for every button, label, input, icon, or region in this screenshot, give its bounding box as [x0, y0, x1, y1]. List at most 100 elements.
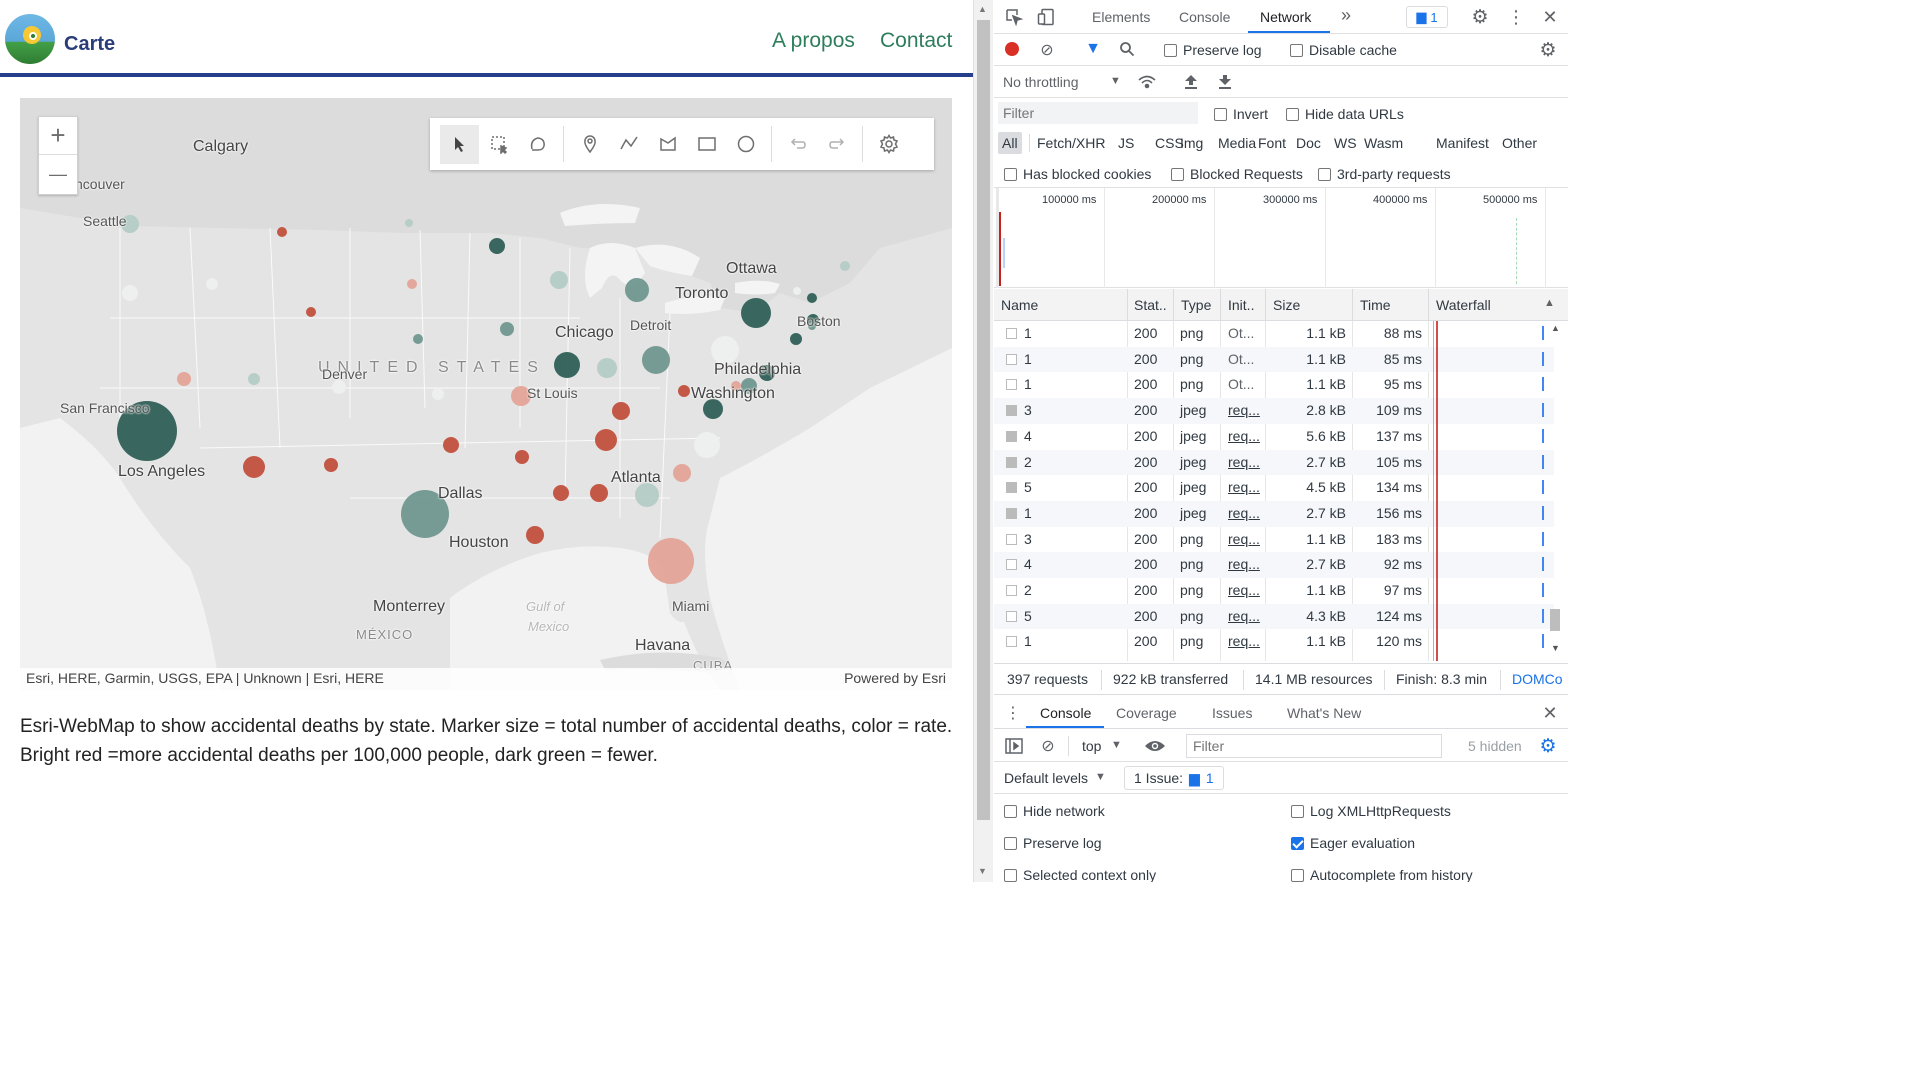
- powered-by-esri[interactable]: Powered by Esri: [844, 670, 946, 686]
- cell-init[interactable]: req...: [1228, 582, 1260, 598]
- clear-icon[interactable]: ⊘: [1040, 42, 1054, 59]
- state-marker[interactable]: [590, 484, 608, 502]
- state-marker[interactable]: [306, 307, 316, 317]
- disable-cache-checkbox[interactable]: Disable cache: [1290, 42, 1397, 58]
- throttling-select[interactable]: No throttling: [1003, 74, 1079, 90]
- state-marker[interactable]: [401, 490, 449, 538]
- throttling-dropdown-icon[interactable]: ▼: [1110, 75, 1121, 87]
- state-marker[interactable]: [117, 401, 177, 461]
- preserve-log-checkbox[interactable]: Preserve log: [1004, 835, 1102, 851]
- column-header-waterfall[interactable]: Waterfall: [1436, 297, 1491, 313]
- table-row[interactable]: 1 200 png Ot... 1.1 kB 95 ms: [994, 372, 1554, 398]
- column-header-stat-[interactable]: Stat..: [1134, 297, 1167, 313]
- state-marker[interactable]: [243, 456, 265, 478]
- state-marker[interactable]: [731, 381, 741, 391]
- state-marker[interactable]: [703, 399, 723, 419]
- redo-icon[interactable]: [817, 125, 856, 164]
- scrollbar-thumb[interactable]: [977, 20, 990, 820]
- cell-init[interactable]: req...: [1228, 427, 1260, 444]
- nav-link-apropos[interactable]: A propos: [772, 29, 855, 52]
- console-filter-input[interactable]: [1186, 734, 1442, 758]
- type-filter-fetch-xhr[interactable]: Fetch/XHR: [1037, 135, 1106, 151]
- blocked-requests-checkbox[interactable]: Blocked Requests: [1171, 166, 1303, 182]
- state-marker[interactable]: [840, 261, 850, 271]
- drawer-menu-icon[interactable]: ⋮: [1005, 705, 1021, 722]
- type-filter-all[interactable]: All: [998, 132, 1022, 154]
- table-row[interactable]: 2 200 jpeg req... 2.7 kB 105 ms: [994, 449, 1554, 476]
- tab-network[interactable]: Network: [1260, 9, 1312, 25]
- table-row[interactable]: 5 200 png req... 4.3 kB 124 ms: [994, 603, 1554, 630]
- scroll-up-icon[interactable]: ▲: [978, 4, 987, 14]
- state-marker[interactable]: [121, 215, 139, 233]
- cell-init[interactable]: req...: [1228, 402, 1260, 419]
- settings-gear-icon[interactable]: [869, 125, 908, 164]
- state-marker[interactable]: [673, 464, 691, 482]
- scroll-down-icon[interactable]: ▼: [978, 866, 987, 876]
- column-header-size[interactable]: Size: [1273, 297, 1301, 313]
- drawer-tab-coverage[interactable]: Coverage: [1116, 705, 1177, 721]
- state-marker[interactable]: [554, 352, 580, 378]
- drawer-tab-issues[interactable]: Issues: [1212, 705, 1253, 721]
- attribution-sources[interactable]: Esri, HERE, Garmin, USGS, EPA | Unknown …: [26, 670, 384, 686]
- state-marker[interactable]: [711, 336, 739, 364]
- inspect-element-icon[interactable]: [1004, 7, 1024, 27]
- scroll-down-icon[interactable]: ▼: [1551, 643, 1560, 653]
- site-title[interactable]: Carte: [64, 33, 116, 55]
- record-icon[interactable]: [1005, 42, 1019, 56]
- select-pointer-icon[interactable]: [440, 124, 479, 164]
- levels-dropdown-icon[interactable]: ▼: [1095, 771, 1106, 783]
- table-row[interactable]: 1 200 png req... 1.1 kB 120 ms: [994, 629, 1554, 655]
- cell-init[interactable]: req...: [1228, 504, 1260, 521]
- kebab-menu-icon[interactable]: ⋮: [1507, 6, 1525, 27]
- state-marker[interactable]: [432, 388, 444, 400]
- tab-elements[interactable]: Elements: [1092, 9, 1151, 25]
- state-marker[interactable]: [515, 450, 529, 464]
- scrollbar-thumb[interactable]: [1550, 609, 1560, 631]
- web-map[interactable]: Calgary ncouver Seattle Ottawa Toronto Chicag…: [20, 98, 952, 690]
- cell-init[interactable]: req...: [1228, 479, 1260, 496]
- type-filter-js[interactable]: JS: [1118, 135, 1135, 151]
- circle-tool-icon[interactable]: [726, 125, 765, 164]
- state-marker[interactable]: [741, 378, 757, 394]
- undo-icon[interactable]: [778, 125, 817, 164]
- table-row[interactable]: 1 200 png Ot... 1.1 kB 85 ms: [994, 346, 1554, 373]
- invert-checkbox[interactable]: Invert: [1214, 106, 1268, 122]
- network-table-scrollbar[interactable]: ▲ ▼: [1548, 321, 1562, 661]
- lasso-select-icon[interactable]: [518, 125, 557, 164]
- live-expression-eye-icon[interactable]: [1144, 736, 1166, 756]
- state-marker[interactable]: [526, 526, 544, 544]
- eager-evaluation-checkbox[interactable]: Eager evaluation: [1291, 835, 1415, 851]
- type-filter-doc[interactable]: Doc: [1296, 135, 1321, 151]
- hide-data-urls-checkbox[interactable]: Hide data URLs: [1286, 106, 1404, 122]
- state-marker[interactable]: [595, 429, 617, 451]
- point-tool-icon[interactable]: [570, 125, 609, 164]
- zoom-out-button[interactable]: —: [49, 163, 67, 184]
- context-selector[interactable]: top: [1082, 738, 1102, 754]
- state-marker[interactable]: [500, 322, 514, 336]
- polygon-tool-icon[interactable]: [648, 125, 687, 164]
- preserve-log-checkbox[interactable]: Preserve log: [1164, 42, 1262, 58]
- markers-layer[interactable]: [20, 98, 952, 690]
- state-marker[interactable]: [248, 373, 260, 385]
- issues-badge[interactable]: ▆ 1: [1406, 6, 1448, 28]
- state-marker[interactable]: [413, 334, 423, 344]
- state-marker[interactable]: [332, 380, 346, 394]
- log-levels-select[interactable]: Default levels: [1004, 770, 1089, 786]
- state-marker[interactable]: [625, 278, 649, 302]
- state-marker[interactable]: [407, 279, 417, 289]
- close-devtools-icon[interactable]: ✕: [1542, 6, 1558, 27]
- network-overview-timeline[interactable]: 100000 ms 200000 ms 300000 ms 400000 ms 5000…: [994, 188, 1568, 288]
- state-marker[interactable]: [612, 402, 630, 420]
- type-filter-other[interactable]: Other: [1502, 135, 1538, 151]
- network-filter-input[interactable]: [998, 102, 1198, 124]
- cell-init[interactable]: req...: [1228, 530, 1260, 547]
- state-marker[interactable]: [324, 458, 338, 472]
- table-row[interactable]: 2 200 png req... 1.1 kB 97 ms: [994, 578, 1554, 604]
- state-marker[interactable]: [553, 485, 569, 501]
- rectangle-tool-icon[interactable]: [687, 125, 726, 164]
- export-har-icon[interactable]: [1216, 72, 1234, 92]
- column-header-init-[interactable]: Init..: [1228, 297, 1255, 313]
- cell-init[interactable]: req...: [1228, 453, 1260, 470]
- has-blocked-cookies-checkbox[interactable]: Has blocked cookies: [1004, 166, 1151, 182]
- nav-link-contact[interactable]: Contact: [880, 29, 953, 52]
